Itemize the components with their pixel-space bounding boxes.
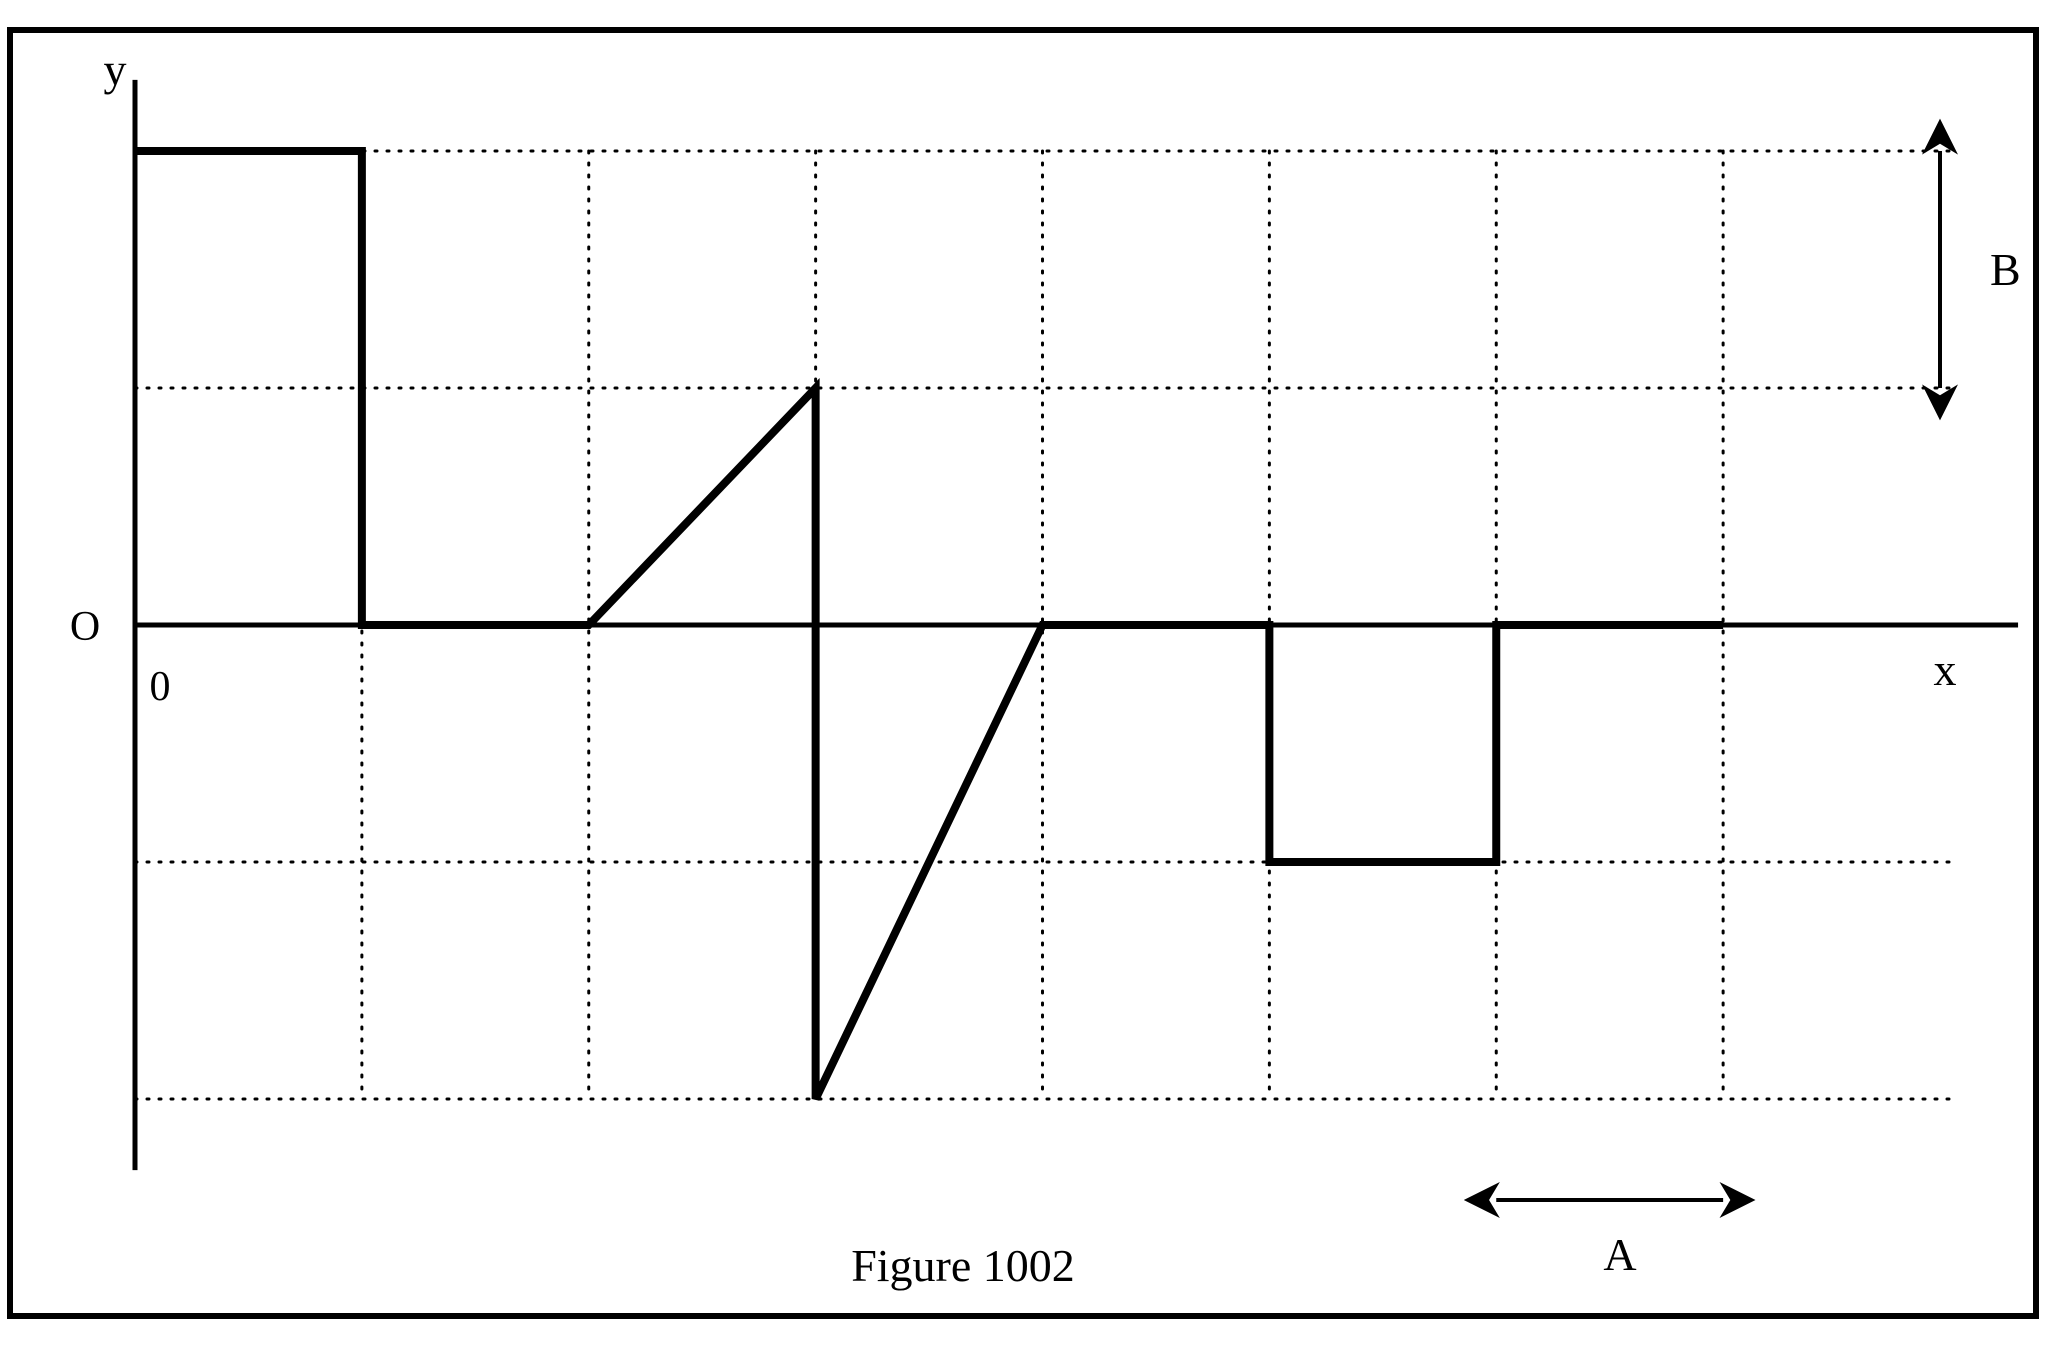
origin-O: O <box>70 604 100 650</box>
x-axis-label: x <box>1934 644 1957 695</box>
figure-svg: y x O 0 A B Figure 1002 <box>0 20 2046 1326</box>
dimension-A-label: A <box>1603 1229 1636 1280</box>
figure-caption: Figure 1002 <box>851 1240 1075 1291</box>
figure-frame: y x O 0 A B Figure 1002 <box>0 20 2046 1326</box>
dimension-B-label: B <box>1990 244 2021 295</box>
origin-zero: 0 <box>150 664 171 710</box>
y-axis-label: y <box>104 44 127 95</box>
